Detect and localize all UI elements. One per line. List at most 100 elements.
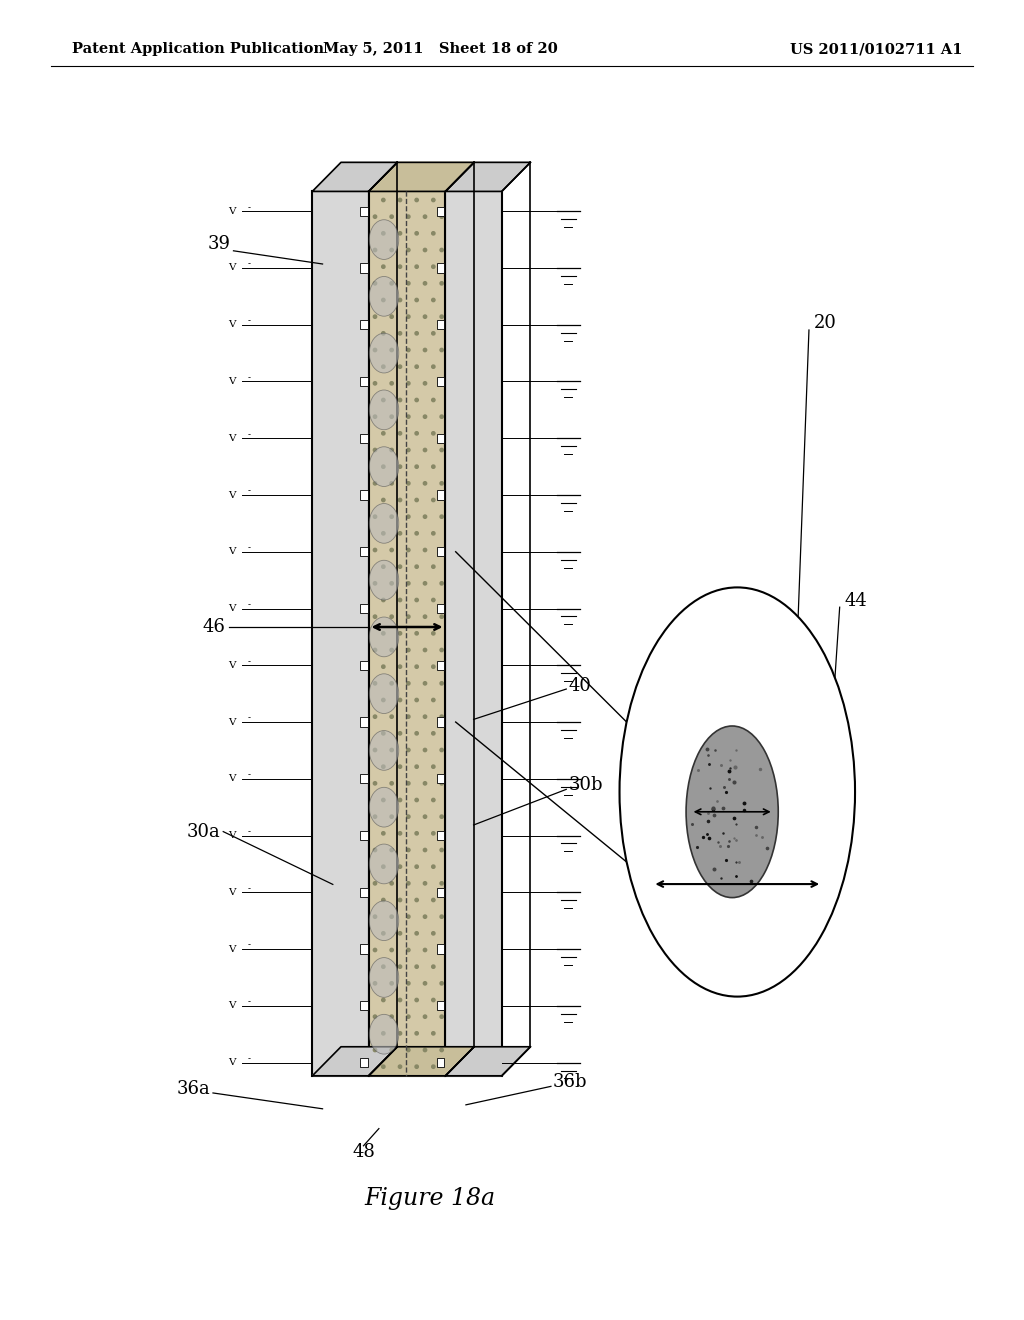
Ellipse shape	[370, 276, 398, 317]
Text: 36a: 36a	[176, 1080, 210, 1098]
Bar	[360, 263, 368, 272]
Text: -: -	[248, 771, 250, 779]
Text: V: V	[228, 888, 236, 896]
Bar	[437, 376, 444, 385]
Text: V: V	[228, 321, 236, 329]
Bar	[360, 433, 368, 442]
Bar	[437, 945, 444, 954]
Text: 30b: 30b	[568, 776, 603, 795]
Ellipse shape	[370, 843, 398, 884]
Ellipse shape	[370, 560, 398, 601]
Text: US 2011/0102711 A1: US 2011/0102711 A1	[791, 42, 963, 57]
Text: V: V	[228, 548, 236, 556]
Bar	[360, 774, 368, 784]
Text: -: -	[248, 884, 250, 892]
Text: V: V	[228, 605, 236, 612]
Text: -: -	[248, 317, 250, 325]
Polygon shape	[369, 1047, 474, 1076]
Bar	[437, 263, 444, 272]
Bar	[360, 718, 368, 726]
Bar	[437, 433, 444, 442]
Ellipse shape	[370, 389, 398, 430]
Text: 20: 20	[814, 314, 837, 333]
Bar	[360, 319, 368, 329]
Bar	[437, 774, 444, 784]
Bar	[360, 1001, 368, 1011]
Text: 39: 39	[208, 235, 230, 253]
Bar	[437, 832, 444, 841]
Ellipse shape	[370, 333, 398, 374]
Ellipse shape	[370, 787, 398, 828]
Bar	[437, 1057, 444, 1067]
Bar	[437, 319, 444, 329]
Bar	[369, 191, 445, 1076]
Ellipse shape	[370, 730, 398, 771]
Polygon shape	[312, 1047, 397, 1076]
Text: -: -	[248, 487, 250, 495]
Text: Figure 18a: Figure 18a	[365, 1187, 496, 1210]
Text: -: -	[248, 601, 250, 609]
Bar	[437, 1001, 444, 1011]
Polygon shape	[369, 162, 474, 191]
Bar	[437, 206, 444, 215]
Text: V: V	[228, 207, 236, 215]
Text: -: -	[248, 941, 250, 949]
Text: V: V	[228, 661, 236, 669]
Ellipse shape	[620, 587, 855, 997]
Ellipse shape	[370, 446, 398, 487]
Bar	[437, 490, 444, 499]
Text: Patent Application Publication: Patent Application Publication	[72, 42, 324, 57]
Bar	[437, 660, 444, 671]
Text: V: V	[228, 264, 236, 272]
Text: V: V	[228, 832, 236, 840]
Text: May 5, 2011   Sheet 18 of 20: May 5, 2011 Sheet 18 of 20	[323, 42, 558, 57]
Text: -: -	[248, 657, 250, 665]
Bar	[369, 191, 445, 1076]
Bar	[312, 191, 369, 1076]
Text: -: -	[248, 714, 250, 722]
Bar	[360, 546, 368, 556]
Ellipse shape	[370, 900, 398, 941]
Text: V: V	[228, 378, 236, 385]
Text: -: -	[248, 1055, 250, 1063]
Bar	[360, 832, 368, 841]
Text: -: -	[248, 260, 250, 268]
Bar	[360, 490, 368, 499]
Ellipse shape	[370, 616, 398, 657]
Ellipse shape	[686, 726, 778, 898]
Text: 36b: 36b	[553, 1073, 588, 1092]
Text: 30a: 30a	[186, 822, 220, 841]
Bar	[360, 660, 368, 671]
Bar	[360, 945, 368, 954]
Text: V: V	[228, 434, 236, 442]
Text: -: -	[248, 544, 250, 552]
Bar	[437, 546, 444, 556]
Text: -: -	[248, 430, 250, 438]
Bar	[360, 887, 368, 898]
Text: -: -	[248, 828, 250, 836]
Text: 44: 44	[845, 591, 867, 610]
Bar	[445, 191, 502, 1076]
Text: -: -	[248, 203, 250, 211]
Text: V: V	[228, 1002, 236, 1010]
Text: V: V	[228, 491, 236, 499]
Text: V: V	[228, 775, 236, 783]
Text: -: -	[248, 374, 250, 381]
Bar	[360, 1057, 368, 1067]
Bar	[437, 718, 444, 726]
Ellipse shape	[370, 219, 398, 260]
Bar	[437, 887, 444, 898]
Text: V: V	[228, 718, 236, 726]
Polygon shape	[312, 162, 397, 191]
Polygon shape	[445, 162, 530, 191]
Text: V: V	[228, 1059, 236, 1067]
Bar	[360, 206, 368, 215]
Text: 48: 48	[352, 1143, 375, 1162]
Bar	[360, 605, 368, 612]
Text: 46: 46	[203, 618, 225, 636]
Ellipse shape	[370, 673, 398, 714]
Ellipse shape	[370, 957, 398, 998]
Ellipse shape	[370, 1014, 398, 1055]
Text: -: -	[248, 998, 250, 1006]
Ellipse shape	[370, 503, 398, 544]
